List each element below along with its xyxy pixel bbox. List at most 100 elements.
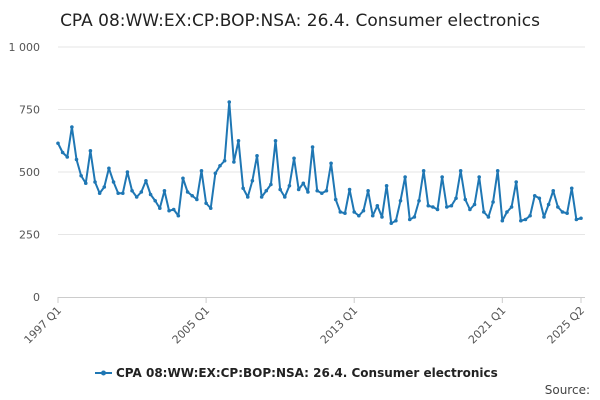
- data-point[interactable]: [301, 181, 306, 186]
- data-point[interactable]: [407, 217, 412, 222]
- data-point[interactable]: [56, 141, 60, 146]
- data-point[interactable]: [333, 197, 338, 202]
- data-point[interactable]: [167, 208, 171, 213]
- data-point[interactable]: [477, 175, 481, 179]
- data-point[interactable]: [171, 207, 176, 212]
- data-point[interactable]: [83, 181, 88, 186]
- data-point[interactable]: [93, 180, 97, 184]
- data-point[interactable]: [449, 203, 454, 208]
- data-point[interactable]: [181, 176, 185, 181]
- data-point[interactable]: [255, 153, 259, 158]
- data-point[interactable]: [269, 182, 273, 187]
- data-point[interactable]: [463, 197, 468, 202]
- data-point[interactable]: [278, 187, 282, 192]
- data-point[interactable]: [579, 216, 583, 221]
- data-point[interactable]: [70, 125, 74, 129]
- data-point[interactable]: [125, 170, 130, 174]
- data-point[interactable]: [421, 168, 426, 173]
- data-point[interactable]: [370, 213, 375, 218]
- data-point[interactable]: [338, 210, 343, 214]
- data-point[interactable]: [551, 188, 556, 193]
- data-point[interactable]: [148, 192, 153, 197]
- data-point[interactable]: [514, 180, 518, 184]
- data-point[interactable]: [259, 195, 264, 199]
- data-point[interactable]: [380, 215, 384, 219]
- data-point[interactable]: [227, 100, 232, 104]
- data-point[interactable]: [519, 218, 523, 223]
- data-point[interactable]: [347, 187, 352, 192]
- data-point[interactable]: [440, 175, 444, 179]
- data-point[interactable]: [195, 197, 199, 202]
- data-point[interactable]: [296, 187, 301, 192]
- data-point[interactable]: [79, 173, 83, 178]
- data-point[interactable]: [389, 221, 394, 226]
- data-point[interactable]: [505, 210, 509, 214]
- data-point[interactable]: [523, 217, 528, 222]
- data-point[interactable]: [102, 185, 107, 189]
- legend[interactable]: CPA 08:WW:EX:CP:BOP:NSA: 26.4. Consumer …: [95, 366, 498, 380]
- data-point[interactable]: [208, 206, 213, 211]
- data-point[interactable]: [282, 195, 287, 199]
- data-point[interactable]: [352, 210, 357, 214]
- data-point[interactable]: [107, 166, 111, 171]
- data-point[interactable]: [435, 207, 440, 212]
- data-point[interactable]: [556, 205, 560, 209]
- data-point[interactable]: [139, 190, 144, 194]
- data-point[interactable]: [509, 205, 514, 209]
- data-point[interactable]: [310, 145, 315, 149]
- data-point[interactable]: [315, 188, 319, 193]
- data-point[interactable]: [241, 186, 245, 191]
- data-point[interactable]: [60, 150, 65, 155]
- data-point[interactable]: [236, 138, 241, 143]
- data-point[interactable]: [185, 190, 190, 194]
- data-point[interactable]: [426, 203, 431, 208]
- data-point[interactable]: [560, 210, 565, 214]
- data-point[interactable]: [130, 188, 134, 193]
- data-point[interactable]: [116, 191, 120, 196]
- data-point[interactable]: [245, 195, 250, 199]
- data-point[interactable]: [65, 155, 70, 159]
- data-point[interactable]: [153, 198, 157, 203]
- data-point[interactable]: [486, 215, 491, 219]
- data-point[interactable]: [532, 193, 537, 198]
- data-point[interactable]: [88, 148, 93, 153]
- data-point[interactable]: [121, 191, 125, 196]
- data-point[interactable]: [537, 196, 542, 201]
- data-point[interactable]: [134, 195, 139, 199]
- data-point[interactable]: [176, 213, 181, 218]
- data-point[interactable]: [394, 218, 398, 223]
- data-point[interactable]: [204, 201, 208, 206]
- data-point[interactable]: [213, 171, 218, 176]
- data-point[interactable]: [482, 210, 486, 214]
- data-point[interactable]: [431, 205, 435, 209]
- data-point[interactable]: [366, 188, 370, 193]
- data-point[interactable]: [97, 191, 102, 196]
- data-point[interactable]: [546, 202, 551, 207]
- data-point[interactable]: [569, 186, 574, 191]
- data-point[interactable]: [458, 168, 463, 173]
- data-point[interactable]: [111, 180, 116, 184]
- data-point[interactable]: [375, 203, 380, 208]
- data-point[interactable]: [574, 217, 579, 222]
- data-point[interactable]: [412, 215, 417, 219]
- data-point[interactable]: [454, 196, 458, 201]
- data-point[interactable]: [468, 207, 472, 212]
- data-point[interactable]: [218, 163, 222, 168]
- data-point[interactable]: [357, 213, 361, 218]
- data-point[interactable]: [264, 188, 269, 193]
- data-point[interactable]: [306, 190, 310, 194]
- data-point[interactable]: [158, 206, 162, 211]
- data-point[interactable]: [222, 158, 227, 163]
- data-point[interactable]: [343, 211, 347, 216]
- data-point[interactable]: [144, 178, 148, 183]
- data-point[interactable]: [74, 157, 79, 162]
- data-point[interactable]: [403, 175, 407, 179]
- data-point[interactable]: [190, 193, 195, 198]
- data-point[interactable]: [495, 168, 500, 173]
- data-point[interactable]: [491, 200, 495, 204]
- data-point[interactable]: [528, 213, 532, 218]
- data-point[interactable]: [232, 160, 236, 164]
- data-point[interactable]: [417, 198, 421, 203]
- data-point[interactable]: [384, 183, 389, 188]
- data-point[interactable]: [444, 205, 449, 209]
